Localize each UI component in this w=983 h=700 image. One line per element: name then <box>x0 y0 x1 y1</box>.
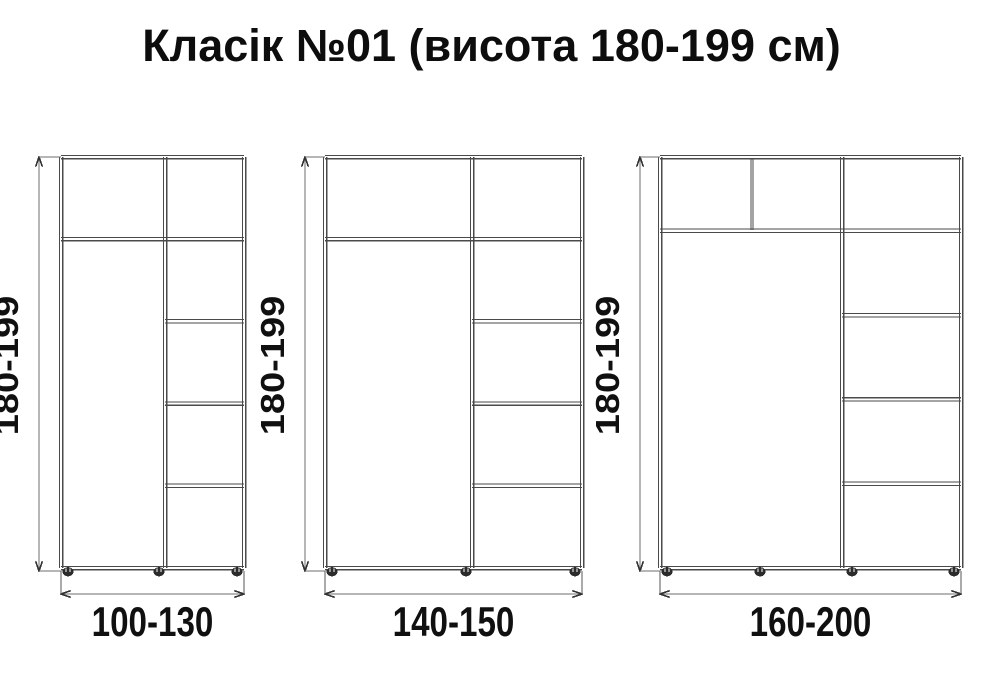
svg-text:180-199: 180-199 <box>589 296 626 435</box>
svg-text:180-199: 180-199 <box>0 296 25 435</box>
svg-text:180-199: 180-199 <box>254 296 291 435</box>
svg-text:100-130: 100-130 <box>92 599 214 646</box>
svg-text:160-200: 160-200 <box>750 599 872 646</box>
svg-text:140-150: 140-150 <box>393 599 515 646</box>
